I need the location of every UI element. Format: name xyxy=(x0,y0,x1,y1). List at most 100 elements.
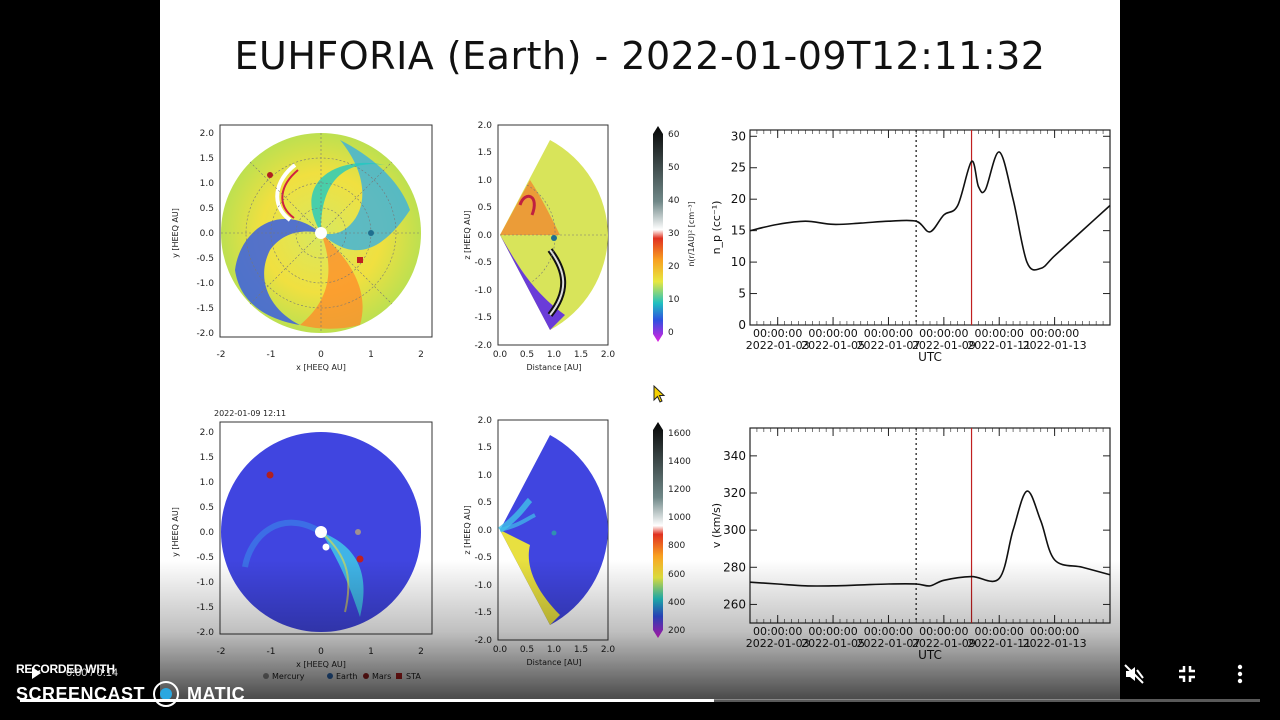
density-ylabel: n_p (cc⁻¹) xyxy=(710,201,723,255)
velocity-xtick-date: 2022-01-13 xyxy=(1023,637,1087,650)
svg-text:-0.5: -0.5 xyxy=(196,553,214,563)
svg-text:0.0: 0.0 xyxy=(200,229,215,239)
slide-title: EUHFORIA (Earth) - 2022-01-09T12:11:32 xyxy=(234,34,1046,78)
svg-text:-2: -2 xyxy=(217,647,226,657)
svg-text:0: 0 xyxy=(318,350,324,360)
svg-text:x [HEEQ AU]: x [HEEQ AU] xyxy=(296,660,346,669)
svg-text:1.0: 1.0 xyxy=(547,350,562,360)
svg-text:1.5: 1.5 xyxy=(478,443,492,453)
svg-text:20: 20 xyxy=(668,262,680,272)
svg-text:Earth: Earth xyxy=(336,672,357,681)
svg-text:10: 10 xyxy=(668,295,680,305)
velocity-ytick-label: 320 xyxy=(723,486,746,500)
svg-text:0.0: 0.0 xyxy=(200,528,215,538)
density-xtick-date: 2022-01-03 xyxy=(746,339,810,352)
svg-text:z [HEEQ AU]: z [HEEQ AU] xyxy=(463,210,472,259)
density-xtick-time: 00:00:00 xyxy=(864,327,913,340)
svg-text:0.5: 0.5 xyxy=(478,203,492,213)
velocity-ylabel: v (km/s) xyxy=(710,503,723,548)
sta-marker xyxy=(357,257,363,263)
svg-text:2.0: 2.0 xyxy=(478,121,493,131)
svg-text:z [HEEQ AU]: z [HEEQ AU] xyxy=(463,505,472,554)
svg-text:1.0: 1.0 xyxy=(547,645,562,655)
progress-bar[interactable] xyxy=(20,699,1260,702)
velocity-ytick-label: 340 xyxy=(723,449,746,463)
top-left-plot-svg: -2 -1 0 1 2 2.0 1.5 1.0 0.5 0.0 -0.5 -1.… xyxy=(171,124,433,372)
svg-text:1.0: 1.0 xyxy=(478,471,493,481)
density-ytick-label: 25 xyxy=(731,161,746,175)
density-xtick-time: 00:00:00 xyxy=(1030,327,1079,340)
mute-icon[interactable] xyxy=(1120,660,1148,688)
bottom-left-equatorial-velocity-plot: 2022-01-09 12:11 -2 -1 0 1 2 2.0 1.5 1.0… xyxy=(171,407,440,681)
top-colorbar-svg: 60 50 40 30 20 10 0 n(r/1AU)² [cm⁻³] xyxy=(653,126,696,342)
svg-text:1.5: 1.5 xyxy=(200,453,214,463)
svg-text:0.5: 0.5 xyxy=(200,204,214,214)
more-options-icon[interactable] xyxy=(1226,660,1254,688)
svg-text:-2: -2 xyxy=(217,350,226,360)
svg-text:1000: 1000 xyxy=(668,513,691,523)
velocity-series-line xyxy=(749,490,1111,587)
density-xtick-time: 00:00:00 xyxy=(753,327,802,340)
svg-text:1.5: 1.5 xyxy=(200,154,214,164)
bottom-colorbar: 1600 1400 1200 1000 800 600 400 200 xyxy=(648,420,708,645)
top-mid-meridional-density-plot: 0.0 0.5 1.0 1.5 2.0 2.0 1.5 1.0 0.5 0.0 … xyxy=(463,120,620,380)
svg-text:-1.5: -1.5 xyxy=(196,603,214,613)
svg-text:Mars: Mars xyxy=(372,672,391,681)
density-ytick-label: 10 xyxy=(731,255,746,269)
svg-text:-1.5: -1.5 xyxy=(474,313,492,323)
svg-text:2: 2 xyxy=(418,350,424,360)
velocity-timeseries-svg: 26028030032034000:00:002022-01-0300:00:0… xyxy=(710,427,1111,662)
mars-marker xyxy=(267,172,273,178)
earth-marker xyxy=(368,230,374,236)
velocity-xtick-date: 2022-01-05 xyxy=(801,637,865,650)
svg-text:0.5: 0.5 xyxy=(520,350,534,360)
top-mid-plot-svg: 0.0 0.5 1.0 1.5 2.0 2.0 1.5 1.0 0.5 0.0 … xyxy=(463,121,615,372)
svg-text:2.0: 2.0 xyxy=(478,416,493,426)
svg-text:-0.5: -0.5 xyxy=(474,553,492,563)
svg-text:Distance [AU]: Distance [AU] xyxy=(526,658,581,667)
density-xtick-date: 2022-01-11 xyxy=(967,339,1031,352)
svg-text:800: 800 xyxy=(668,541,685,551)
svg-text:Mercury: Mercury xyxy=(272,672,305,681)
screencast-o-matic-logo: SCREENCAST MATIC xyxy=(16,680,245,708)
svg-text:-1: -1 xyxy=(267,647,276,657)
svg-text:1200: 1200 xyxy=(668,485,691,495)
brand-logo-icon xyxy=(153,681,180,707)
mouse-cursor-icon xyxy=(653,385,666,403)
svg-text:0.0: 0.0 xyxy=(493,645,508,655)
velocity-plot-frame xyxy=(749,427,1111,624)
density-series-line xyxy=(749,151,1111,271)
svg-text:2.0: 2.0 xyxy=(200,129,215,139)
bottom-left-timestamp: 2022-01-09 12:11 xyxy=(214,409,286,418)
svg-text:1.5: 1.5 xyxy=(574,645,588,655)
svg-text:0.5: 0.5 xyxy=(478,498,492,508)
progress-bar-fill xyxy=(20,699,715,702)
density-xtick-time: 00:00:00 xyxy=(919,327,968,340)
top-left-ylabel: y [HEEQ AU] xyxy=(171,208,180,258)
velocity-xtick-date: 2022-01-03 xyxy=(746,637,810,650)
svg-text:-2.0: -2.0 xyxy=(196,329,214,339)
play-icon[interactable] xyxy=(32,667,41,679)
density-timeseries-chart: 0 5 10 15 20 25 30 00:00:00 2022-01-03 00:00:00 20… xyxy=(705,122,1115,372)
svg-text:1.0: 1.0 xyxy=(478,176,493,186)
bottom-colorbar-svg: 1600 1400 1200 1000 800 600 400 200 xyxy=(653,422,691,638)
density-xtick-time: 00:00:00 xyxy=(808,327,857,340)
svg-text:2.0: 2.0 xyxy=(200,428,215,438)
density-xtick-date: 2022-01-09 xyxy=(912,339,976,352)
svg-text:1: 1 xyxy=(368,350,374,360)
exit-fullscreen-icon[interactable] xyxy=(1173,660,1201,688)
density-ytick-label: 5 xyxy=(738,287,746,301)
svg-text:1.0: 1.0 xyxy=(200,478,215,488)
svg-text:0.0: 0.0 xyxy=(478,526,493,536)
svg-text:-1.5: -1.5 xyxy=(474,608,492,618)
density-timeseries-svg: 05101520253000:00:002022-01-0300:00:0020… xyxy=(710,129,1111,364)
top-left-xlabel: x [HEEQ AU] xyxy=(296,363,346,372)
top-colorbar: 60 50 40 30 20 10 0 n(r/1AU)² [cm⁻³] xyxy=(648,124,708,349)
top-left-equatorial-density-plot: -2 -1 0 1 2 2.0 1.5 1.0 0.5 0.0 -0.5 -1.… xyxy=(171,120,440,380)
svg-text:Distance [AU]: Distance [AU] xyxy=(526,363,581,372)
brand-right-text: MATIC xyxy=(187,683,246,704)
velocity-xlabel: UTC xyxy=(918,648,942,662)
svg-text:400: 400 xyxy=(668,598,685,608)
svg-text:-2.0: -2.0 xyxy=(474,341,492,351)
svg-text:2.0: 2.0 xyxy=(601,645,616,655)
